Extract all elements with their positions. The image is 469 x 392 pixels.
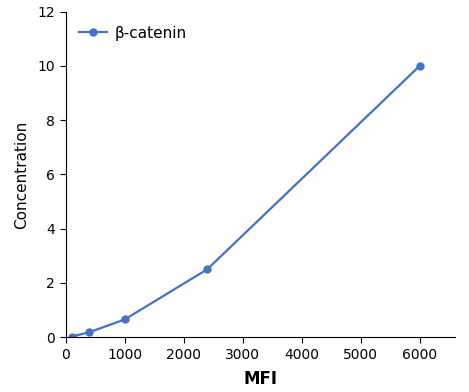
β-catenin xyxy=(122,317,128,322)
β-catenin xyxy=(69,334,75,339)
β-catenin xyxy=(204,267,210,272)
X-axis label: MFI: MFI xyxy=(243,370,277,388)
β-catenin xyxy=(417,64,423,68)
β-catenin xyxy=(86,330,92,335)
Y-axis label: Concentration: Concentration xyxy=(14,120,29,229)
Legend: β-catenin: β-catenin xyxy=(73,19,193,47)
Line: β-catenin: β-catenin xyxy=(68,62,423,340)
